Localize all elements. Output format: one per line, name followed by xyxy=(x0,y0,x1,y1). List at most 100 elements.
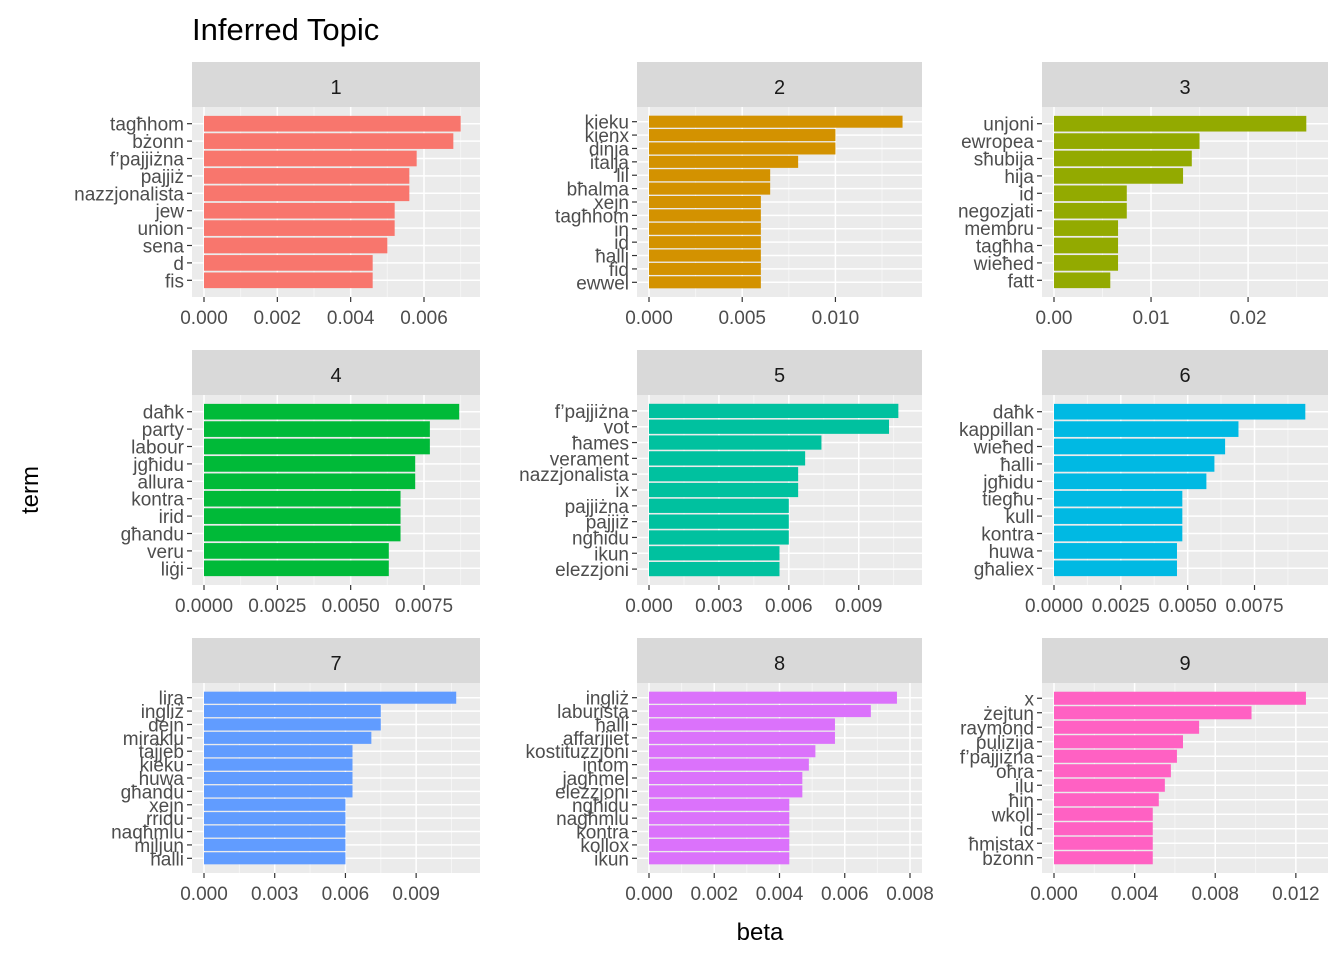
x-tick-label: 0.003 xyxy=(251,884,299,905)
y-tick-label: sena xyxy=(143,237,185,258)
y-tick-label: wieħed xyxy=(973,438,1034,459)
bar xyxy=(204,705,381,718)
bar xyxy=(204,852,346,865)
y-tick-label: ilu xyxy=(1015,776,1034,797)
bar xyxy=(649,276,761,289)
bar xyxy=(649,236,761,249)
bar xyxy=(204,785,353,798)
bar xyxy=(1054,851,1153,865)
x-tick-label: 0.004 xyxy=(756,884,804,905)
bar xyxy=(649,451,806,466)
y-tick-label: kappillan xyxy=(959,420,1034,441)
bar xyxy=(204,133,454,149)
y-tick-label: kontra xyxy=(576,823,629,844)
bar xyxy=(204,150,417,167)
y-tick-label: tagħhom xyxy=(110,115,184,136)
bar xyxy=(204,691,457,704)
y-tick-label: pulizija xyxy=(976,733,1035,754)
y-tick-label: elezzjoni xyxy=(555,560,629,581)
bar xyxy=(649,182,771,195)
y-tick-label: daħk xyxy=(143,403,185,424)
y-tick-label: allura xyxy=(138,472,185,493)
bar xyxy=(1054,237,1119,254)
bar xyxy=(649,731,835,744)
y-tick-label: ħalli xyxy=(595,715,629,736)
y-tick-label: fis xyxy=(165,271,184,292)
bar xyxy=(204,718,381,731)
x-tick-label: 0.002 xyxy=(690,884,738,905)
bar xyxy=(1054,778,1165,792)
y-tick-label: bħalma xyxy=(567,180,630,201)
facet-panel-4: 4 0.0000 0.0025 0.0050 0.0075 daħkpartylabour… xyxy=(121,350,480,617)
y-tick-label: rridu xyxy=(146,809,184,830)
y-tick-label: membru xyxy=(964,219,1034,240)
facet-strip-label: 2 xyxy=(774,77,785,99)
bar xyxy=(649,530,789,545)
y-tick-label: dejn xyxy=(148,715,184,736)
y-tick-label: id xyxy=(1019,184,1034,205)
chart-title: Inferred Topic xyxy=(192,12,379,47)
bar xyxy=(1054,560,1177,577)
bar xyxy=(204,237,388,254)
y-tick-label: jagħmel xyxy=(561,769,629,790)
y-tick-label: union xyxy=(138,219,185,240)
bar xyxy=(649,467,799,482)
y-tick-label: intom xyxy=(583,756,629,777)
y-tick-label: vot xyxy=(604,418,630,439)
y-tick-label: ħalli xyxy=(1000,455,1034,476)
bar xyxy=(649,798,790,811)
y-tick-label: f’pajjiżna xyxy=(555,402,630,423)
bar xyxy=(204,115,461,132)
y-tick-label: verament xyxy=(550,449,630,470)
bar xyxy=(649,812,790,825)
y-tick-label: in xyxy=(614,220,629,241)
bar xyxy=(204,825,346,838)
y-tick-label: wkoll xyxy=(991,805,1034,826)
bar xyxy=(204,838,346,851)
bar xyxy=(204,456,416,472)
y-tick-label: kieku xyxy=(140,756,184,777)
y-tick-label: żejtun xyxy=(983,704,1034,725)
x-tick-label: 0.01 xyxy=(1133,308,1170,329)
bar xyxy=(649,852,790,865)
y-tick-label: kieku xyxy=(585,113,629,134)
bar xyxy=(649,169,771,182)
y-tick-label: affarijiet xyxy=(563,729,630,750)
y-tick-label: jew xyxy=(154,202,184,223)
x-tick-label: 0.02 xyxy=(1230,308,1267,329)
y-tick-label: huwa xyxy=(139,769,185,790)
x-tick-label: 0.004 xyxy=(327,308,375,329)
bar xyxy=(1054,836,1153,850)
bar xyxy=(649,403,899,419)
y-tick-label: sħubija xyxy=(974,150,1035,171)
bar xyxy=(204,731,372,744)
bar xyxy=(1054,822,1153,836)
y-tick-label: għandu xyxy=(121,525,184,546)
bar xyxy=(1054,490,1183,507)
bar xyxy=(1054,115,1307,132)
x-tick-label: 0.00 xyxy=(1036,308,1073,329)
y-tick-label: nagħmlu xyxy=(556,809,629,830)
y-tick-label: elezzjoni xyxy=(555,782,629,803)
y-tick-label: lil xyxy=(616,166,629,187)
bar xyxy=(1054,255,1119,271)
y-tick-label: naqħmlu xyxy=(111,823,184,844)
bar xyxy=(1054,150,1192,167)
y-tick-label: d xyxy=(173,254,184,275)
bar xyxy=(649,209,761,222)
y-tick-label: pajjiżna xyxy=(565,497,630,518)
y-tick-label: unjoni xyxy=(983,115,1034,136)
y-tick-label: kontra xyxy=(981,525,1034,546)
x-tick-label: 0.005 xyxy=(718,308,766,329)
bar xyxy=(204,543,389,559)
bar xyxy=(204,185,410,202)
bar xyxy=(649,115,903,128)
y-tick-label: tagħha xyxy=(976,237,1035,258)
y-tick-label: oħra xyxy=(996,762,1034,783)
y-tick-label: kienx xyxy=(585,126,630,147)
x-tick-label: 0.000 xyxy=(625,596,673,617)
x-tick-label: 0.000 xyxy=(625,308,673,329)
x-axis-title: beta xyxy=(737,919,784,946)
y-tick-label: dinja xyxy=(589,139,630,160)
bar xyxy=(204,490,401,507)
